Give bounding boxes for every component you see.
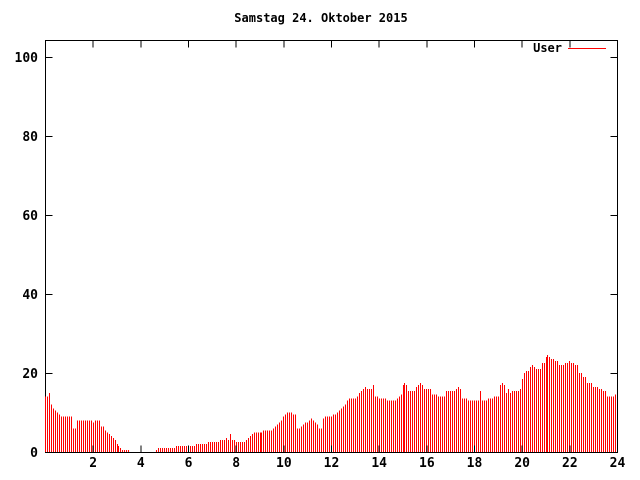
bars-group — [45, 355, 616, 452]
x-tick-label: 10 — [276, 456, 292, 471]
x-tick-label: 22 — [562, 456, 578, 471]
y-tick-label: 20 — [22, 367, 38, 382]
x-tick-label: 24 — [610, 456, 626, 471]
x-tick-label: 20 — [514, 456, 530, 471]
y-tick-label: 60 — [22, 209, 38, 224]
x-tick-label: 2 — [89, 456, 97, 471]
x-tick-label: 16 — [419, 456, 435, 471]
x-tick-label: 14 — [371, 456, 387, 471]
x-tick-label: 12 — [324, 456, 340, 471]
plot-border — [45, 40, 618, 453]
x-tick-label: 6 — [185, 456, 193, 471]
chart-title: Samstag 24. Oktober 2015 — [234, 11, 407, 25]
x-tick-label: 18 — [467, 456, 483, 471]
y-tick-label: 40 — [22, 288, 38, 303]
y-tick-label: 100 — [15, 51, 39, 66]
legend: User — [533, 41, 606, 55]
x-tick-label: 8 — [232, 456, 240, 471]
ticks-group — [45, 40, 618, 453]
x-tick-label: 4 — [137, 456, 145, 471]
plot-frame — [45, 40, 618, 453]
legend-label: User — [533, 41, 562, 55]
y-tick-label: 80 — [22, 130, 38, 145]
y-tick-label: 0 — [30, 446, 38, 461]
